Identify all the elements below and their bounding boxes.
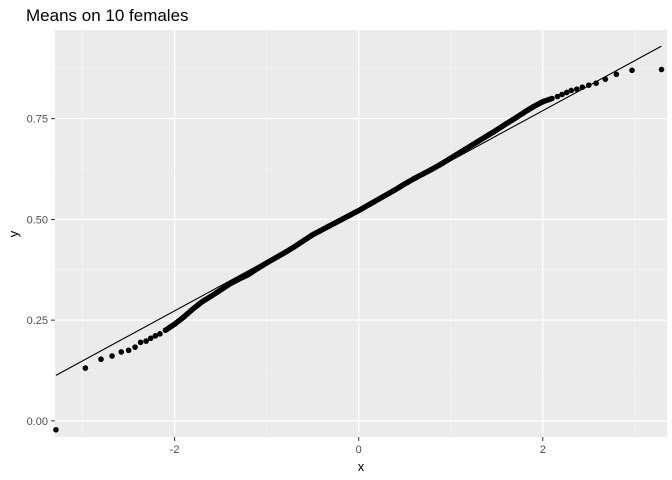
plot-panel xyxy=(55,30,667,437)
chart-title: Means on 10 females xyxy=(26,6,189,25)
data-point xyxy=(568,87,575,94)
data-point xyxy=(98,356,104,363)
data-point xyxy=(579,84,586,91)
minor-gridlines xyxy=(55,30,667,437)
data-point xyxy=(152,333,159,339)
y-tick-label: 0.25 xyxy=(27,315,48,327)
y-tick-label: 0.75 xyxy=(27,114,48,126)
major-gridlines xyxy=(55,30,667,437)
x-axis-title: x xyxy=(358,459,365,474)
x-axis-ticks: -2 0 2 xyxy=(170,437,546,456)
data-point xyxy=(613,71,620,78)
data-point xyxy=(593,80,599,86)
data-point xyxy=(563,89,570,96)
y-tick-label: 0.00 xyxy=(27,416,48,428)
data-point xyxy=(602,76,609,82)
data-point xyxy=(629,67,635,74)
y-axis-ticks: 0.00 0.25 0.50 0.75 xyxy=(27,114,55,428)
data-point xyxy=(554,93,561,100)
data-point xyxy=(118,349,125,355)
data-point xyxy=(157,331,163,337)
data-point xyxy=(137,339,144,346)
data-point xyxy=(658,66,665,73)
y-axis-title: y xyxy=(6,230,21,237)
data-point xyxy=(574,86,580,93)
data-point xyxy=(53,426,59,433)
data-point xyxy=(147,335,154,342)
data-point xyxy=(132,344,138,350)
y-tick-label: 0.50 xyxy=(27,214,48,226)
data-point xyxy=(82,365,89,371)
data-points xyxy=(53,66,665,433)
data-point xyxy=(143,338,149,344)
x-tick-label: 2 xyxy=(540,444,546,456)
x-tick-label: 0 xyxy=(356,444,362,456)
data-point xyxy=(125,347,132,354)
data-point xyxy=(109,353,115,359)
data-point xyxy=(559,91,565,98)
data-point xyxy=(585,82,592,89)
x-tick-label: -2 xyxy=(170,444,180,456)
data-point xyxy=(549,95,555,102)
